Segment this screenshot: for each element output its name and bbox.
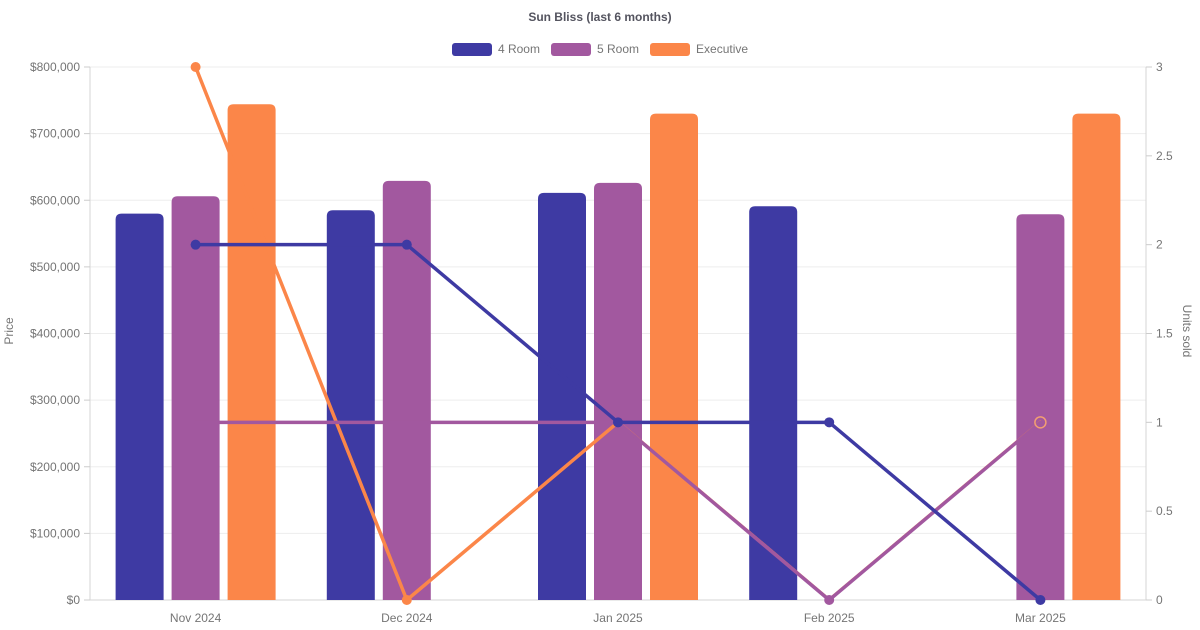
point-5-room-feb-2025[interactable] [824, 595, 835, 605]
y-axis-label-units: Units sold [1180, 304, 1194, 358]
x-axis-label-feb-2025: Feb 2025 [804, 611, 855, 625]
point-4-room-dec-2024[interactable] [401, 239, 412, 250]
bar-5-room-jan-2025[interactable] [594, 182, 642, 601]
legend-item-4-room[interactable]: 4 Room [451, 42, 540, 56]
bar-executive-jan-2025[interactable] [650, 113, 698, 600]
point-4-room-jan-2025[interactable] [613, 417, 623, 428]
legend-swatch-5-room [550, 42, 591, 56]
x-axis-label-nov-2024: Nov 2024 [170, 611, 222, 625]
right-tick-label: 0.5 [1156, 504, 1173, 518]
left-tick-label: $600,000 [30, 193, 80, 207]
chart-title: Sun Bliss (last 6 months) [528, 10, 672, 24]
bar-5-room-dec-2024[interactable] [382, 180, 431, 600]
legend-item-5-room[interactable]: 5 Room [550, 42, 640, 56]
legend-swatch-executive [650, 42, 691, 56]
left-tick-label: $0 [67, 593, 81, 607]
legend-label-4-room: 4 Room [497, 42, 540, 56]
left-tick-label: $700,000 [30, 127, 80, 141]
bar-4-room-feb-2025[interactable] [749, 206, 798, 600]
legend-label-5-room: 5 Room [596, 42, 640, 56]
legend-label-executive: Executive [696, 42, 749, 56]
left-tick-label: $400,000 [30, 327, 80, 341]
right-tick-label: 2 [1156, 238, 1163, 252]
legend-swatch-4-room [451, 42, 492, 56]
bar-4-room-jan-2025[interactable] [538, 192, 586, 600]
left-tick-label: $500,000 [30, 260, 80, 274]
right-tick-label: 0 [1156, 593, 1163, 607]
left-tick-label: $200,000 [30, 460, 80, 474]
x-axis-label-mar-2025: Mar 2025 [1015, 611, 1066, 625]
right-tick-label: 1 [1156, 415, 1163, 429]
bar-executive-mar-2025[interactable] [1072, 113, 1121, 600]
legend: 4 Room 5 Room Executive [0, 42, 1200, 56]
right-tick-label: 2.5 [1156, 149, 1173, 163]
y-axis-label-price: Price [2, 317, 16, 345]
left-tick-label: $300,000 [30, 393, 80, 407]
right-tick-label: 1.5 [1156, 327, 1173, 341]
x-axis-label-jan-2025: Jan 2025 [593, 611, 643, 625]
x-axis-label-dec-2024: Dec 2024 [381, 611, 433, 625]
bar-4-room-nov-2024[interactable] [115, 213, 164, 600]
point-executive-nov-2024[interactable] [190, 62, 201, 72]
left-tick-label: $100,000 [30, 526, 80, 540]
point-4-room-nov-2024[interactable] [190, 239, 201, 250]
bar-5-room-nov-2024[interactable] [171, 196, 220, 600]
bar-4-room-dec-2024[interactable] [326, 210, 375, 600]
left-tick-label: $800,000 [30, 60, 80, 74]
open-point-executive-mar-2025[interactable] [1034, 416, 1047, 429]
point-executive-dec-2024[interactable] [401, 595, 412, 605]
bar-executive-nov-2024[interactable] [227, 104, 276, 600]
point-4-room-mar-2025[interactable] [1035, 595, 1046, 605]
bar-5-room-mar-2025[interactable] [1016, 214, 1065, 600]
right-tick-label: 3 [1156, 60, 1163, 74]
point-4-room-feb-2025[interactable] [824, 417, 835, 428]
legend-item-executive[interactable]: Executive [650, 42, 748, 56]
